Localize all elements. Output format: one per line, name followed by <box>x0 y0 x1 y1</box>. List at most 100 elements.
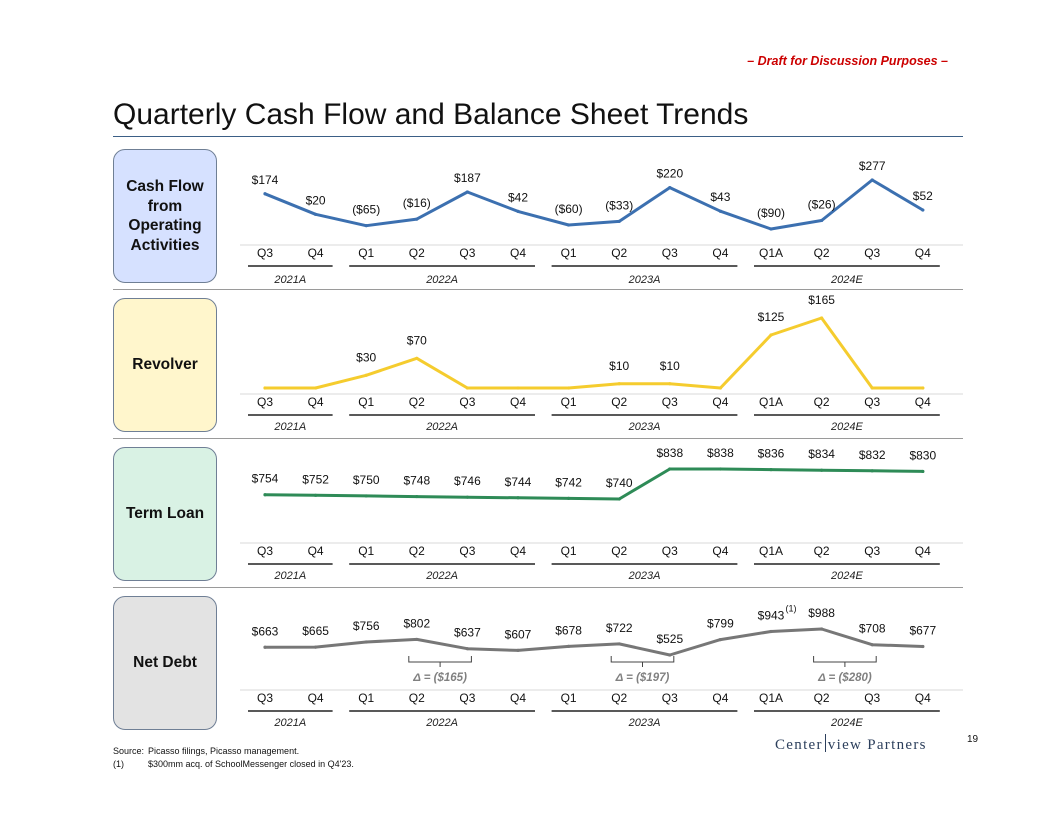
data-label: ($90) <box>757 206 785 220</box>
data-label: $165 <box>808 293 835 307</box>
data-point <box>769 227 773 231</box>
tick-label: Q2 <box>814 395 830 409</box>
data-point <box>314 493 318 497</box>
data-point <box>769 468 773 472</box>
company-logo: Center view Partners <box>775 734 927 754</box>
data-label: $744 <box>505 475 532 489</box>
year-group-label: 2024E <box>830 570 863 582</box>
data-label: $750 <box>353 473 380 487</box>
data-label: $10 <box>609 359 629 373</box>
delta-annotation: Δ = ($165) <box>412 672 467 684</box>
tick-label: Q4 <box>915 544 931 558</box>
revolver-panel-label: Revolver <box>113 298 217 432</box>
data-point <box>870 386 874 390</box>
data-point <box>718 638 723 642</box>
data-point <box>516 648 520 652</box>
year-group-label: 2021A <box>273 421 306 433</box>
data-label: $525 <box>656 632 683 646</box>
data-label: $52 <box>913 189 933 203</box>
data-point <box>415 217 419 221</box>
data-label: ($60) <box>555 202 583 216</box>
logo-divider <box>824 734 826 752</box>
tick-label: Q4 <box>915 691 931 705</box>
tick-label: Q1 <box>358 691 374 705</box>
data-label: $43 <box>710 190 730 204</box>
tick-label: Q4 <box>915 395 931 409</box>
data-point <box>668 186 672 190</box>
tick-label: Q3 <box>257 544 273 558</box>
data-label: ($16) <box>403 196 431 210</box>
data-point <box>769 333 773 337</box>
data-point <box>263 645 267 649</box>
tick-label: Q4 <box>308 691 324 705</box>
delta-annotation: Δ = ($197) <box>615 672 670 684</box>
tick-label: Q3 <box>662 246 678 260</box>
data-label: $20 <box>306 193 326 207</box>
data-point <box>567 496 571 500</box>
data-point <box>263 493 267 497</box>
tick-label: Q3 <box>257 691 273 705</box>
tick-label: Q3 <box>459 544 475 558</box>
data-label: $277 <box>859 159 886 173</box>
year-group-label: 2023A <box>628 570 661 582</box>
data-point <box>263 192 267 196</box>
tick-label: Q3 <box>864 395 880 409</box>
data-label: $802 <box>403 616 430 630</box>
tick-label: Q2 <box>814 691 830 705</box>
data-point <box>921 208 925 212</box>
source-text: Picasso filings, Picasso management. <box>148 746 300 756</box>
data-point <box>820 468 824 472</box>
data-label: $836 <box>758 447 785 461</box>
year-group-label: 2021A <box>273 717 306 729</box>
tick-label: Q1 <box>561 246 577 260</box>
panel-separator <box>113 289 963 290</box>
tick-label: Q4 <box>712 544 728 558</box>
data-label: $748 <box>403 474 430 488</box>
footer-notes: Source: Picasso filings, Picasso manageme… <box>113 745 354 771</box>
tick-label: Q3 <box>459 691 475 705</box>
data-point <box>668 653 672 657</box>
data-point <box>263 386 267 390</box>
tick-label: Q2 <box>814 246 830 260</box>
series-line <box>263 316 925 390</box>
tick-label: Q1A <box>759 691 783 705</box>
tick-label: Q4 <box>510 395 526 409</box>
tick-label: Q3 <box>662 544 678 558</box>
data-point <box>465 495 469 499</box>
data-point <box>516 386 520 390</box>
title-divider <box>113 136 963 137</box>
data-point <box>617 642 621 646</box>
tick-label: Q4 <box>712 691 728 705</box>
tick-label: Q2 <box>409 395 425 409</box>
series-line <box>263 178 925 231</box>
data-label: $830 <box>909 448 936 462</box>
data-label: $10 <box>660 359 680 373</box>
tick-label: Q3 <box>864 691 880 705</box>
data-label: $665 <box>302 624 329 638</box>
data-label: $834 <box>808 447 835 461</box>
tick-label: Q3 <box>662 395 678 409</box>
tick-label: Q2 <box>409 544 425 558</box>
data-point <box>364 373 368 377</box>
data-label: $988 <box>808 606 835 620</box>
data-point <box>364 224 368 228</box>
data-label: $70 <box>407 333 427 347</box>
source-key: Source: <box>113 746 145 756</box>
data-point <box>465 386 469 390</box>
tick-label: Q2 <box>611 691 627 705</box>
logo-right-text: view Partners <box>827 737 927 753</box>
data-label: $125 <box>758 310 785 324</box>
delta-bracket <box>408 656 472 667</box>
year-group-label: 2023A <box>628 274 661 286</box>
tick-label: Q4 <box>308 395 324 409</box>
data-point <box>718 467 723 471</box>
year-group-label: 2022A <box>425 570 458 582</box>
tick-label: Q2 <box>611 246 627 260</box>
footnote-marker: (1) <box>786 604 797 614</box>
delta-bracket <box>813 656 877 667</box>
data-point <box>364 494 368 498</box>
data-point <box>718 209 723 213</box>
data-point <box>769 629 773 634</box>
data-point <box>314 645 318 649</box>
